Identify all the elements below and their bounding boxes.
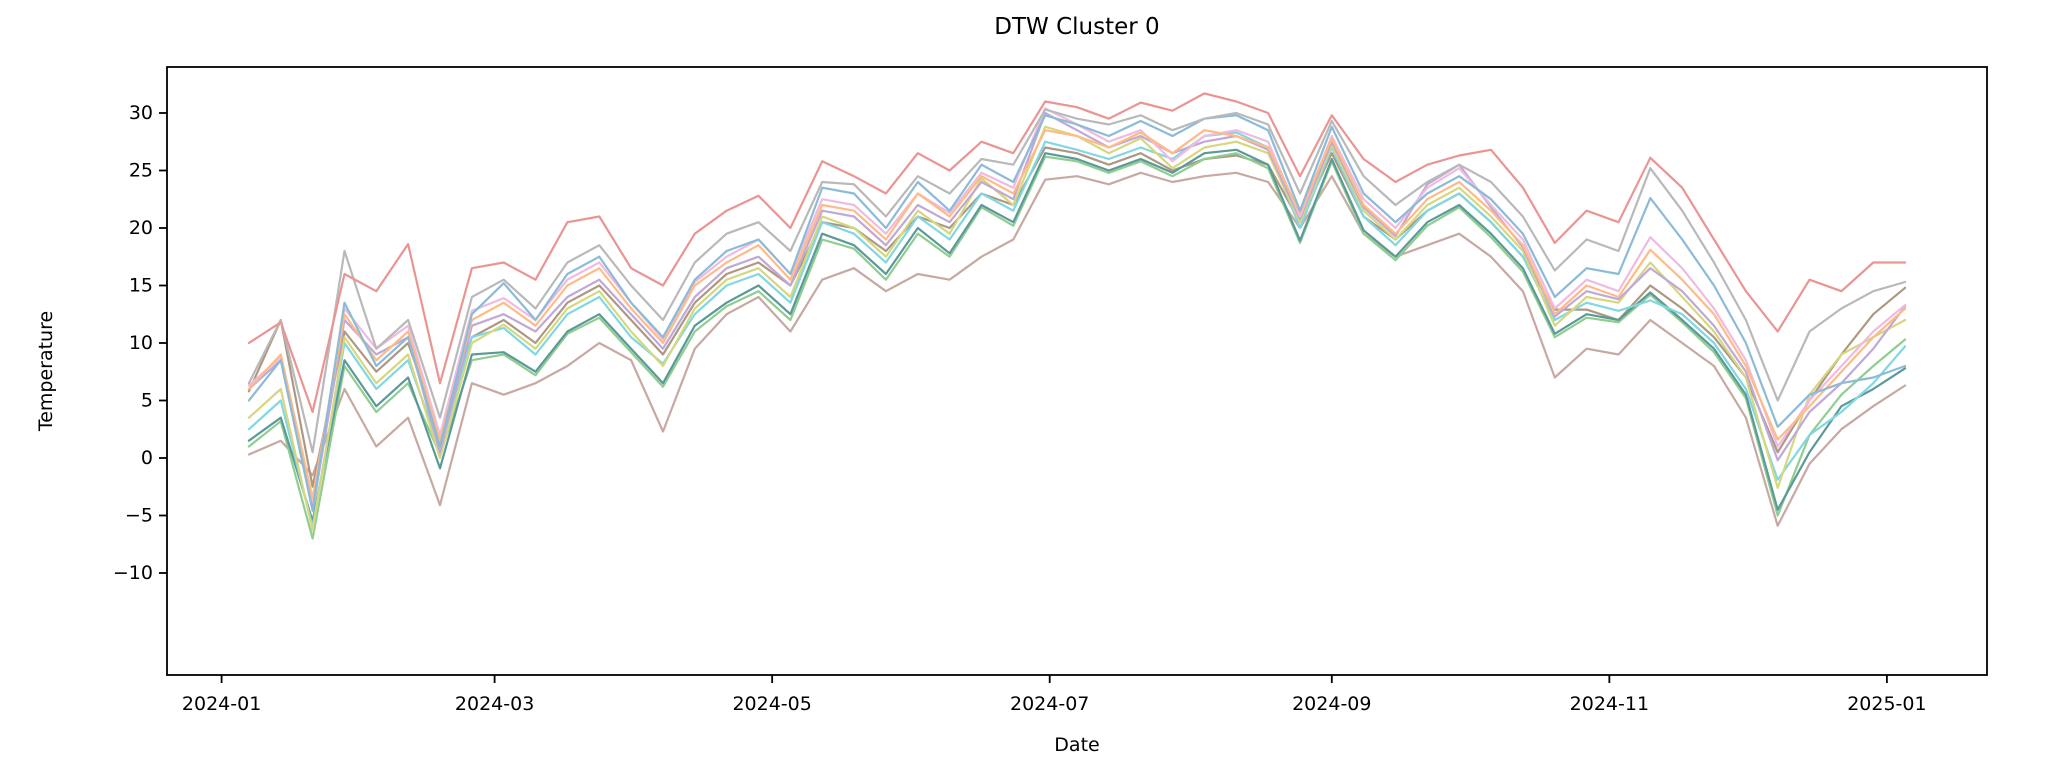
series-line-series-1 [247,92,1907,414]
y-tick-label: 0 [141,447,153,469]
y-tick-label: 10 [129,332,153,354]
series-line-series-2 [247,108,1907,454]
x-tick-label: 2025-01 [1847,693,1926,715]
y-tick-label: −10 [113,562,153,584]
x-tick-label: 2024-11 [1570,693,1649,715]
series-line-series-8 [247,131,1907,529]
y-tick-label: 15 [129,274,153,296]
y-tick-label: 30 [129,102,153,124]
series-line-series-4 [247,129,1907,500]
series-line-series-3 [247,114,1907,511]
x-tick-label: 2024-09 [1292,693,1371,715]
y-tick-label: 5 [141,389,153,411]
plot-border [166,66,1988,676]
series-line-series-6 [247,111,1907,512]
x-tick-label: 2024-03 [455,693,534,715]
chart-title: DTW Cluster 0 [994,14,1160,40]
series-line-series-7 [247,125,1907,532]
y-tick-label: 20 [129,217,153,239]
series-line-series-11 [247,146,1907,488]
x-tick-label: 2024-01 [182,693,261,715]
x-axis-label: Date [1054,734,1100,756]
x-tick-label: 2024-07 [1010,693,1089,715]
series-line-series-12 [247,171,1907,527]
y-tick-label: −5 [125,504,153,526]
series-line-series-9 [247,148,1907,523]
series-line-series-10 [247,152,1907,540]
x-tick-label: 2024-05 [732,693,811,715]
y-tick-label: 25 [129,159,153,181]
y-axis-label: Temperature [35,310,57,432]
